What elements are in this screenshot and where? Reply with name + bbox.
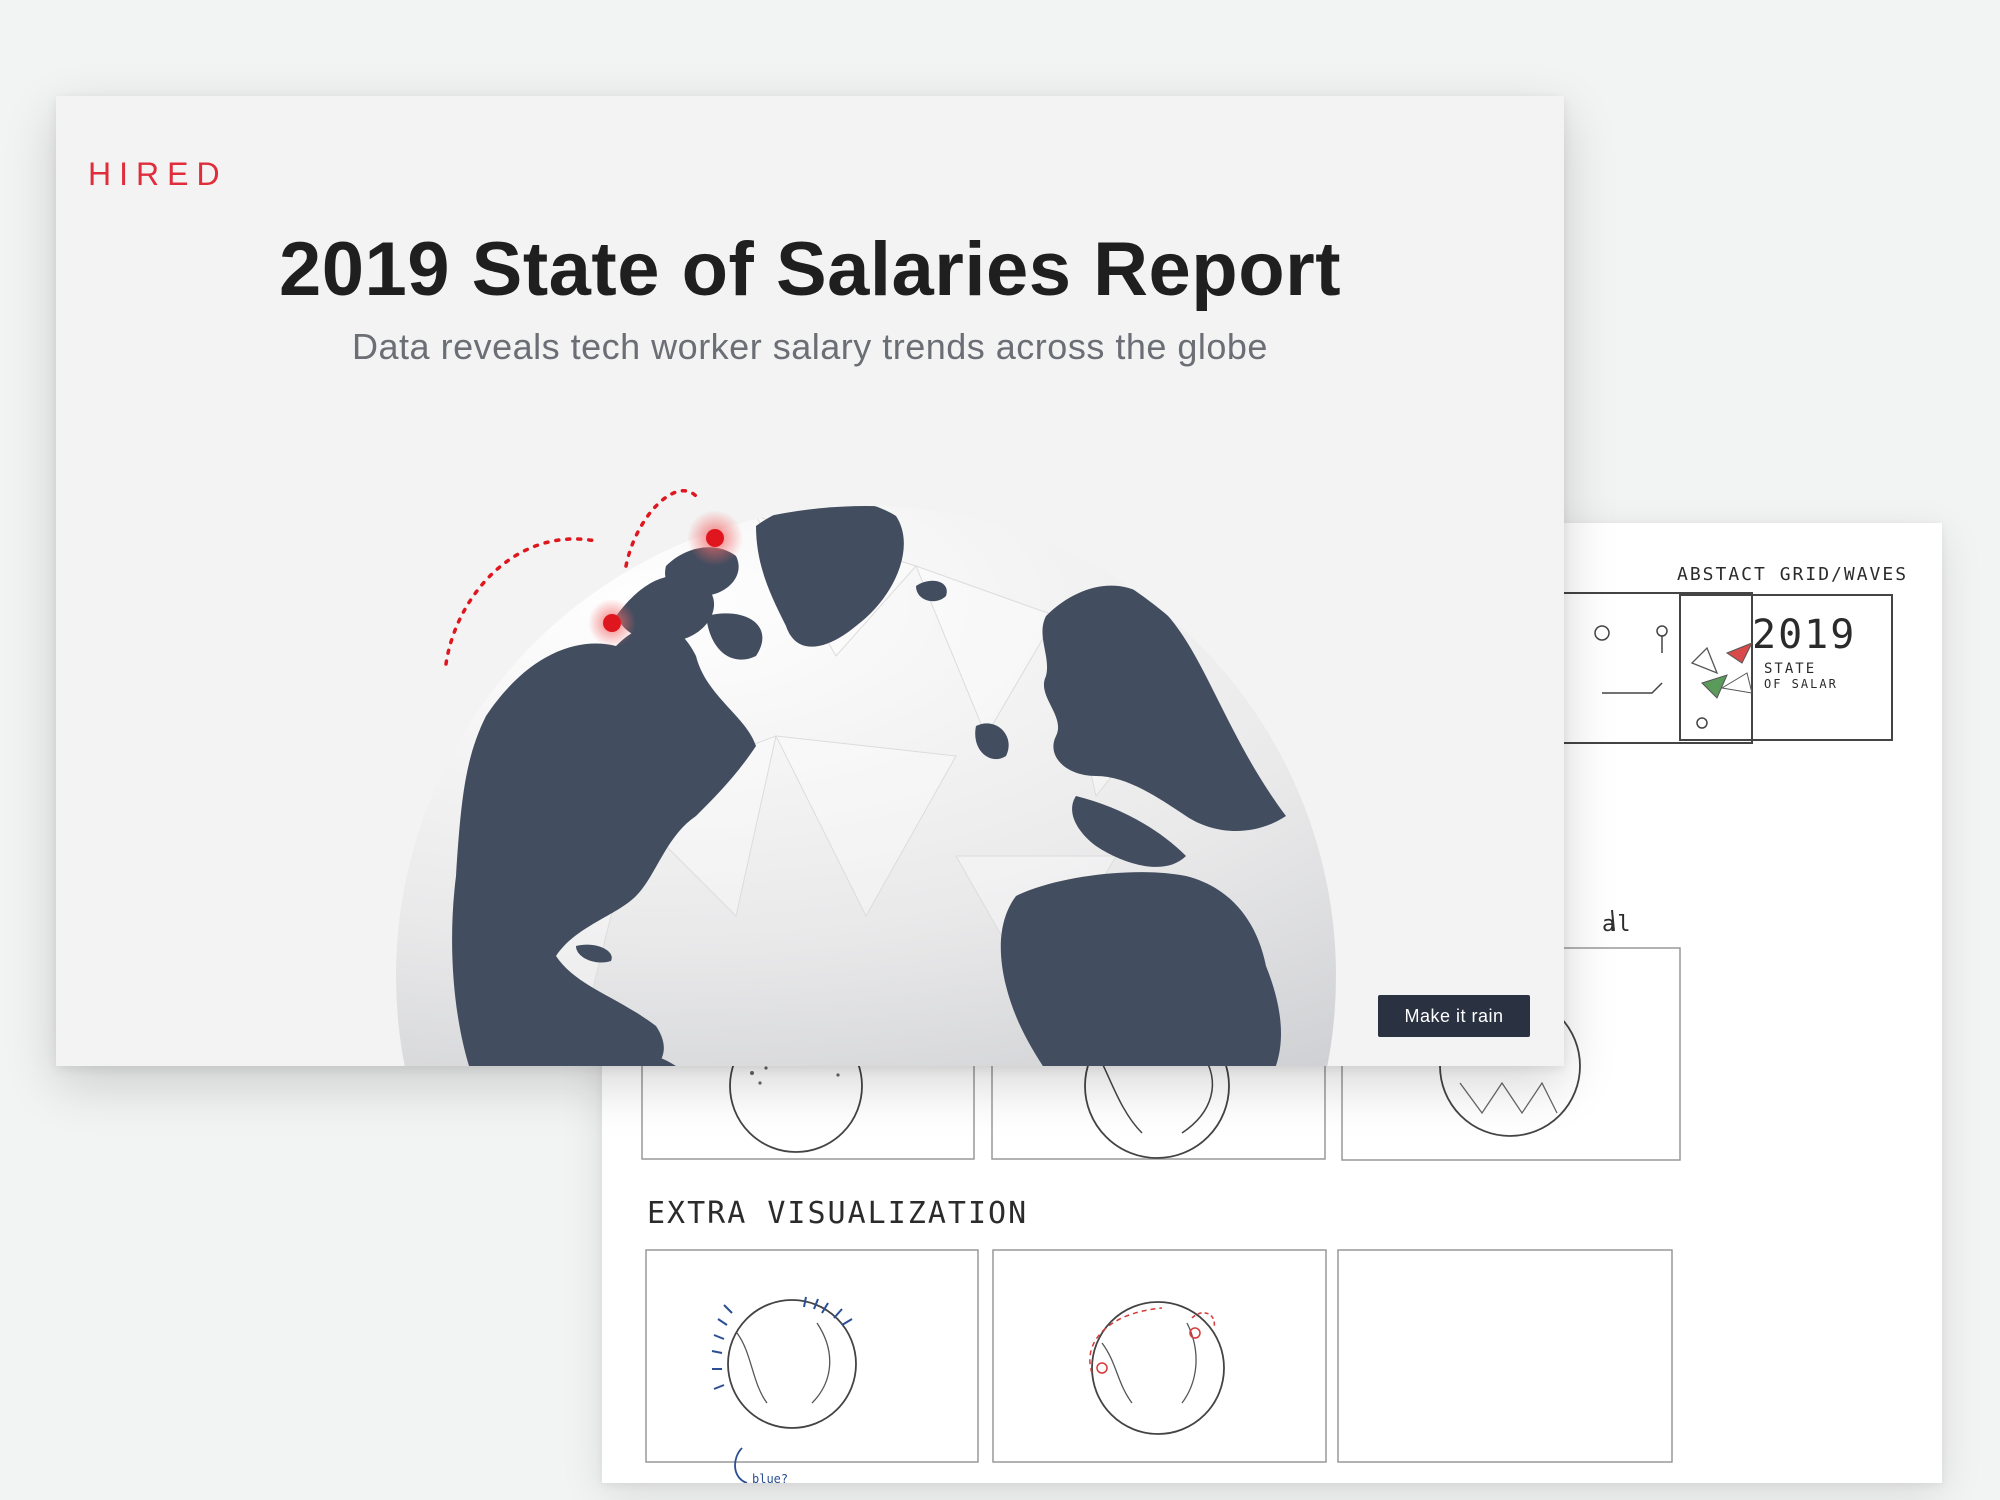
page-subtitle: Data reveals tech worker salary trends a… (352, 326, 1268, 367)
continents (452, 506, 1286, 1066)
sketch-thumb-year: 2019 (1752, 612, 1856, 658)
location-pin-1[interactable] (687, 510, 743, 566)
sketch-thumb-text-1: STATE (1764, 661, 1816, 677)
sketch-label-abstract-grid: ABSTACT GRID/WAVES (1677, 564, 1908, 585)
flight-route-1 (444, 537, 598, 666)
sketch-drawings: ABSTACT GRID/WAVES 2019 STATE OF SALAR a… (641, 564, 1908, 1483)
sketch-extra-label: EXTRA VISUALIZATION (647, 1196, 1028, 1231)
hired-logo[interactable]: HIRED (88, 156, 228, 192)
location-pin-2[interactable] (588, 599, 636, 647)
make-it-rain-button[interactable]: Make it rain (1378, 995, 1530, 1037)
sketch-bottom-scribble: blue? (752, 1472, 788, 1483)
sketch-thumb-text-2: OF SALAR (1764, 677, 1838, 691)
hero-card: HIRED 2019 State of Salaries Report Data… (56, 96, 1564, 1066)
globe-illustration (396, 489, 1336, 1066)
page-title: 2019 State of Salaries Report (278, 227, 1342, 312)
flight-route-2 (624, 489, 698, 568)
sketch-partial-label: al (1602, 912, 1633, 937)
